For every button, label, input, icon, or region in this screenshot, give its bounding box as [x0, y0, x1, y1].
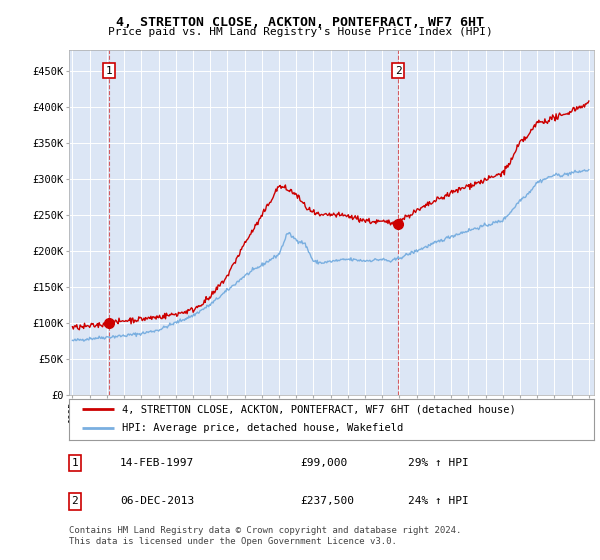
Text: 4, STRETTON CLOSE, ACKTON, PONTEFRACT, WF7 6HT (detached house): 4, STRETTON CLOSE, ACKTON, PONTEFRACT, W… [121, 404, 515, 414]
Text: Price paid vs. HM Land Registry's House Price Index (HPI): Price paid vs. HM Land Registry's House … [107, 27, 493, 37]
Text: HPI: Average price, detached house, Wakefield: HPI: Average price, detached house, Wake… [121, 423, 403, 433]
Text: Contains HM Land Registry data © Crown copyright and database right 2024.
This d: Contains HM Land Registry data © Crown c… [69, 526, 461, 545]
Text: £237,500: £237,500 [300, 496, 354, 506]
Text: 1: 1 [71, 458, 79, 468]
Text: 24% ↑ HPI: 24% ↑ HPI [408, 496, 469, 506]
Text: 2: 2 [71, 496, 79, 506]
Text: 4, STRETTON CLOSE, ACKTON, PONTEFRACT, WF7 6HT: 4, STRETTON CLOSE, ACKTON, PONTEFRACT, W… [116, 16, 484, 29]
Text: 14-FEB-1997: 14-FEB-1997 [120, 458, 194, 468]
Text: 29% ↑ HPI: 29% ↑ HPI [408, 458, 469, 468]
Text: 2: 2 [395, 66, 401, 76]
Text: 1: 1 [106, 66, 112, 76]
Text: £99,000: £99,000 [300, 458, 347, 468]
Text: 06-DEC-2013: 06-DEC-2013 [120, 496, 194, 506]
